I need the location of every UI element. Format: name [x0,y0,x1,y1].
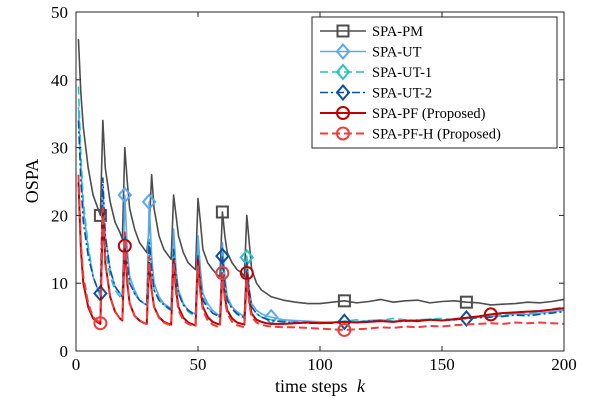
series-5 [77,174,565,337]
legend-box [311,16,558,149]
legend-swatch-marker [336,106,350,120]
legend-swatch-marker [335,63,351,81]
series-marker-0 [459,295,473,309]
y-tick-label: 40 [51,71,68,90]
legend-label: SPA-PM [372,24,423,40]
legend: SPA-PM SPA-UT SPA-UT-1 SPA-UT-2 SPA-PF (Prop… [311,16,558,149]
series-marker-5 [93,316,108,331]
legend-entry-5: SPA-PF-H (Proposed) [320,126,501,143]
x-tick-label: 150 [429,355,455,374]
legend-label: SPA-PF-H (Proposed) [372,127,501,143]
x-axis-title: time steps k [275,376,366,396]
series-marker-4 [239,266,254,281]
series-marker-1 [141,193,157,211]
series-marker-0 [215,205,229,219]
series-marker-5 [337,322,352,337]
series-marker-3 [459,309,474,327]
x-tick-label: 0 [72,355,81,374]
legend-label: SPA-UT-2 [372,86,432,102]
legend-label: SPA-UT [372,45,422,61]
x-axis-title-text: time steps [275,376,348,396]
series-marker-3 [337,313,352,331]
legend-label: SPA-UT-1 [372,65,432,81]
series-marker-0 [337,294,351,308]
x-tick-label: 200 [551,355,577,374]
y-tick-label: 0 [60,342,69,361]
legend-swatch-marker [336,126,350,141]
series-marker-5 [215,266,230,281]
legend-entry-1: SPA-UT [320,42,422,61]
y-axis-title: OSPA [22,159,42,203]
legend-label: SPA-PF (Proposed) [372,106,486,122]
x-axis-title-variable: k [357,376,366,396]
legend-entry-0: SPA-PM [320,24,423,40]
legend-swatch-marker [335,83,351,102]
y-tick-label: 30 [51,139,68,158]
legend-swatch-marker [335,42,351,61]
legend-entry-4: SPA-PF (Proposed) [320,106,486,122]
series-marker-3 [215,247,230,265]
series-marker-4 [117,238,132,253]
legend-entry-2: SPA-UT-1 [320,63,432,81]
x-tick-label: 100 [307,355,333,374]
series-marker-4 [483,307,498,322]
legend-swatch-marker [336,24,350,38]
axes-layer: 0 50 100 150 200 0 10 20 30 40 50 [51,3,577,374]
series-marker-1 [117,186,133,204]
series-layer [77,39,565,337]
legend-entry-3: SPA-UT-2 [320,83,432,102]
series-marker-0 [93,208,107,222]
y-tick-label: 20 [51,206,68,225]
y-tick-label: 10 [51,274,68,293]
y-tick-label: 50 [51,3,68,22]
series-line-5 [77,174,565,331]
x-tick-label: 50 [190,355,207,374]
